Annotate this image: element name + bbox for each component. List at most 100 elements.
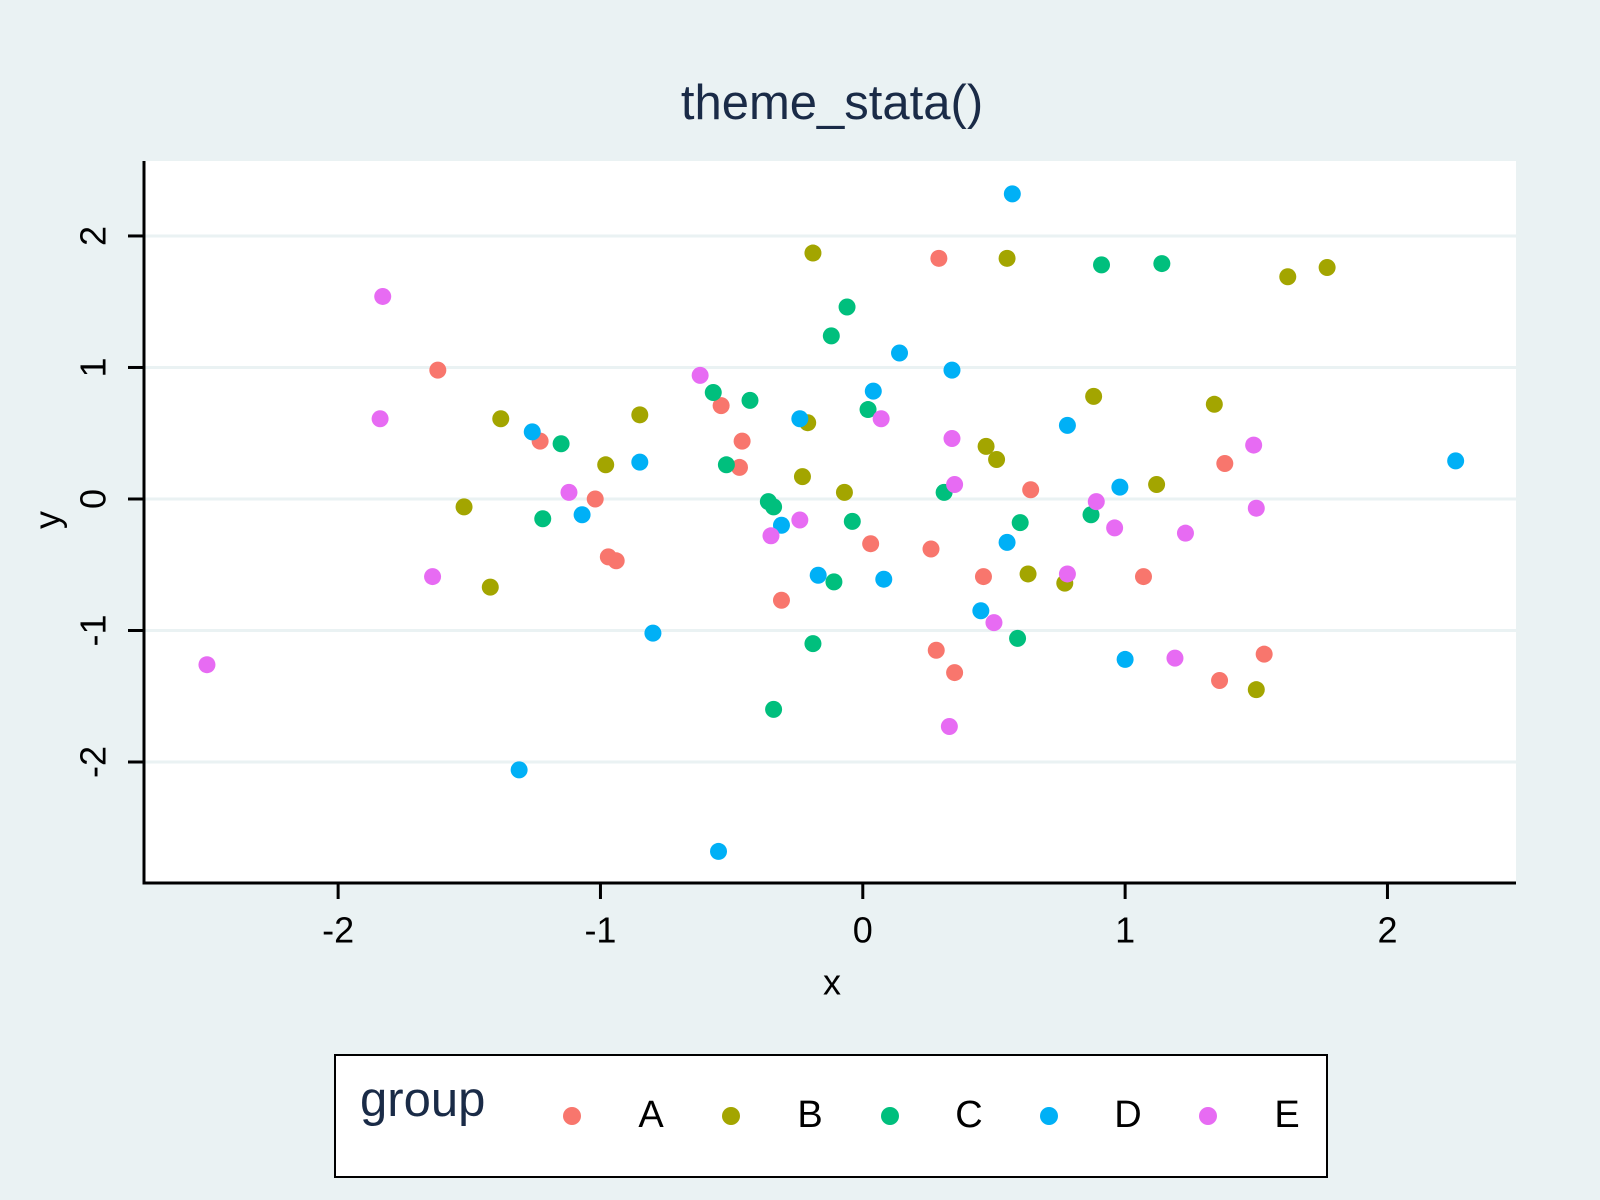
point <box>374 287 392 305</box>
point <box>1148 476 1166 494</box>
y-tick-label: 1 <box>73 357 114 377</box>
point <box>1093 256 1111 274</box>
point <box>862 535 880 553</box>
point <box>1205 395 1223 413</box>
legend-label: D <box>1114 1094 1141 1136</box>
point <box>998 249 1016 267</box>
point <box>607 552 625 570</box>
x-tick-label: 2 <box>1377 910 1397 951</box>
point <box>988 451 1006 469</box>
point <box>838 298 856 316</box>
point <box>597 456 615 474</box>
point <box>371 410 389 428</box>
point <box>1176 524 1194 542</box>
point <box>1082 506 1100 524</box>
point <box>1247 499 1265 517</box>
point <box>946 476 964 494</box>
point <box>1247 681 1265 699</box>
point <box>1019 565 1037 583</box>
point <box>1153 255 1171 273</box>
point <box>765 700 783 718</box>
point <box>1116 650 1134 668</box>
point <box>804 635 822 653</box>
point <box>704 383 722 401</box>
point <box>972 602 990 620</box>
point <box>481 578 499 596</box>
point <box>822 327 840 345</box>
x-tick-label: -2 <box>322 910 354 951</box>
point <box>772 516 790 534</box>
point <box>1318 259 1336 277</box>
y-tick-label: 0 <box>73 489 114 509</box>
legend-box <box>334 1054 1328 1178</box>
point <box>1058 416 1076 434</box>
legend-key <box>563 1107 581 1125</box>
point <box>586 490 604 508</box>
point <box>825 573 843 591</box>
point <box>943 361 961 379</box>
panel <box>144 161 1516 883</box>
point <box>765 498 783 516</box>
point <box>717 456 735 474</box>
point <box>1111 478 1129 496</box>
point <box>835 483 853 501</box>
y-tick-label: -1 <box>73 614 114 646</box>
point <box>560 483 578 501</box>
point <box>843 512 861 530</box>
point <box>455 498 473 516</box>
point <box>772 591 790 609</box>
point <box>940 718 958 736</box>
point <box>859 401 877 419</box>
point <box>691 366 709 384</box>
point <box>985 614 1003 632</box>
legend-label: A <box>638 1094 664 1136</box>
legend-label: E <box>1274 1094 1299 1136</box>
point <box>1447 452 1465 470</box>
point <box>793 468 811 486</box>
point <box>946 664 964 682</box>
x-axis-label: x <box>823 962 841 1003</box>
point <box>492 410 510 428</box>
point <box>922 540 940 558</box>
point <box>534 510 552 528</box>
point <box>1279 268 1297 286</box>
point <box>809 566 827 584</box>
point <box>1022 481 1040 499</box>
point <box>762 527 780 545</box>
point <box>875 570 893 588</box>
point <box>1085 387 1103 405</box>
point <box>631 453 649 471</box>
point <box>943 429 961 447</box>
legend-key <box>1040 1107 1058 1125</box>
y-axis-label: y <box>27 511 68 529</box>
point <box>523 423 541 441</box>
point <box>927 641 945 659</box>
x-tick-label: -1 <box>584 910 616 951</box>
point <box>872 410 890 428</box>
point <box>1166 649 1184 667</box>
point <box>791 511 809 529</box>
point <box>1216 454 1234 472</box>
point <box>1011 514 1029 532</box>
plot-area: -2 -1 0 1 2 -2 -1 0 1 2 <box>73 161 1516 951</box>
point <box>1134 568 1152 586</box>
point <box>573 506 591 524</box>
chart-title: theme_stata() <box>681 76 983 130</box>
x-tick-label: 1 <box>1115 910 1135 951</box>
point <box>1106 519 1124 537</box>
point <box>712 397 730 415</box>
legend-key <box>881 1107 899 1125</box>
point <box>891 344 909 362</box>
point <box>1211 671 1229 689</box>
legend-key <box>722 1107 740 1125</box>
y-tick-label: -2 <box>73 746 114 778</box>
legend-key <box>1199 1107 1217 1125</box>
point <box>424 568 442 586</box>
point <box>1087 493 1105 511</box>
point <box>198 656 216 674</box>
point <box>730 458 748 476</box>
point <box>644 624 662 642</box>
point <box>552 435 570 453</box>
